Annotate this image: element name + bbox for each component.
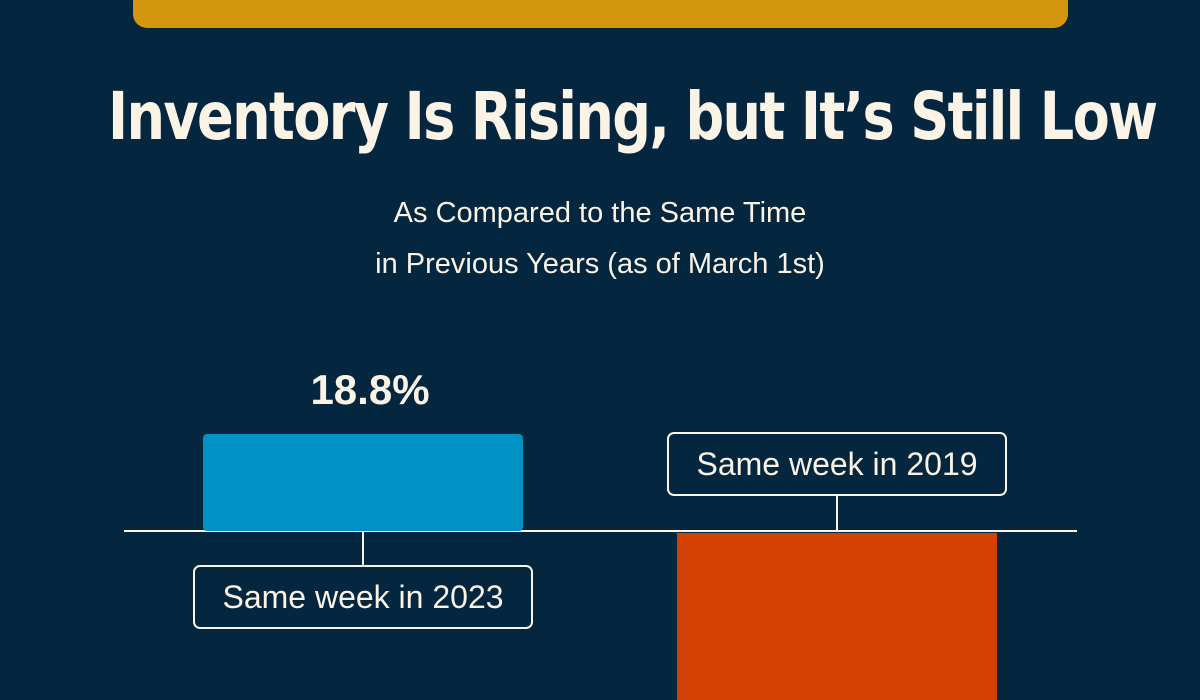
value-label-2023: 18.8% <box>310 366 429 413</box>
bar-2019 <box>677 533 997 700</box>
chart-subtitle-line-2: in Previous Years (as of March 1st) <box>375 248 825 280</box>
chart-title: Inventory Is Rising, but It’s Still Low <box>108 78 1158 155</box>
category-label-box-2023 <box>193 565 533 629</box>
category-label-2023: Same week in 2023 <box>222 579 503 615</box>
top-banner <box>133 0 1068 28</box>
category-label-box-2019 <box>667 432 1007 496</box>
category-label-2019: Same week in 2019 <box>696 446 977 482</box>
chart-subtitle-line-1: As Compared to the Same Time <box>393 197 807 229</box>
bar-2023 <box>203 434 523 531</box>
